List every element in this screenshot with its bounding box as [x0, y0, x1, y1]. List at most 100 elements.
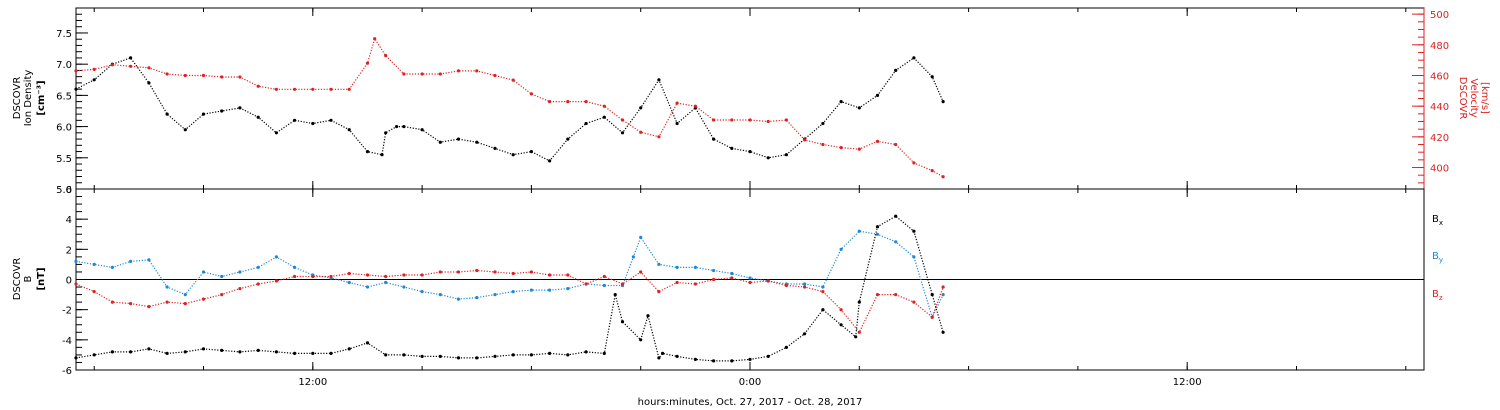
bx-point: [201, 347, 206, 351]
bx-point: [311, 351, 315, 355]
density-point: [548, 159, 552, 163]
legend: Bx By Bz: [1432, 214, 1443, 302]
density-point: [165, 112, 169, 116]
density-point: [380, 153, 384, 157]
bx-point: [274, 350, 278, 354]
density-point: [183, 128, 187, 132]
legend-bz-sub: z: [1439, 294, 1443, 302]
bottom-panel: -6 -4 -2 0 2 4 6 DSCOVR B [nT] Bx By Bz: [12, 185, 1443, 377]
bx-point: [584, 350, 588, 354]
bz-point: [74, 282, 78, 286]
velocity-point: [511, 78, 515, 82]
bx-point: [548, 351, 552, 355]
by-series: [74, 229, 945, 319]
by-point: [384, 280, 388, 285]
bx-point: [912, 229, 916, 233]
bx-point: [293, 351, 297, 355]
velocity-point: [620, 118, 625, 122]
bz-point: [784, 283, 789, 288]
density-point: [730, 146, 734, 150]
bx-point: [620, 320, 625, 324]
bz-point: [620, 282, 625, 286]
bz-point: [657, 290, 661, 294]
by-point: [74, 259, 78, 263]
velocity-point: [274, 87, 278, 91]
bz-point: [201, 297, 206, 301]
density-axis-ticks: 5.0 5.5 6.0 6.5 7.0 7.5: [56, 7, 88, 196]
density-point: [875, 93, 880, 97]
bz-point: [365, 273, 370, 277]
bx-point: [220, 348, 224, 352]
bz-point: [347, 271, 351, 276]
density-point: [311, 121, 315, 126]
velocity-point: [712, 118, 716, 122]
bx-point: [147, 347, 151, 351]
velocity-point: [129, 64, 133, 68]
by-point: [147, 258, 151, 262]
legend-bz: Bz: [1432, 289, 1443, 302]
bx-point: [661, 351, 665, 355]
x-tick-label: 12:00: [1173, 377, 1202, 388]
velocity-point: [548, 100, 552, 104]
by-point: [803, 282, 807, 286]
bx-point: [256, 348, 260, 352]
bz-point: [92, 290, 96, 294]
bx-point: [854, 335, 858, 339]
bz-point: [384, 274, 388, 279]
velocity-point: [784, 118, 789, 122]
velocity-point: [373, 37, 377, 41]
bx-point: [129, 350, 133, 354]
bz-point: [493, 270, 497, 274]
bz-point: [110, 300, 114, 304]
velocity-axis-label-line2: Velocity: [1468, 78, 1479, 117]
by-point: [365, 285, 370, 289]
bz-point: [821, 290, 825, 294]
by-point: [730, 271, 734, 276]
density-axis-label-line2: Ion Density: [23, 70, 34, 127]
by-point: [274, 255, 278, 259]
velocity-point: [821, 142, 825, 147]
top-series-group: [74, 37, 945, 179]
bx-point: [748, 357, 752, 361]
by-point: [631, 255, 636, 259]
bz-point: [529, 270, 534, 274]
velocity-axis-ticks: 400 420 440 460 480 500: [1412, 8, 1449, 189]
by-point: [347, 280, 351, 285]
b-tick-label: 2: [66, 245, 72, 256]
density-tick-label: 7.0: [56, 60, 72, 71]
velocity-point: [639, 130, 643, 134]
bz-point: [147, 305, 151, 309]
velocity-point: [894, 142, 898, 147]
density-point: [639, 106, 643, 110]
density-point: [839, 100, 843, 104]
velocity-point: [347, 87, 351, 91]
density-point: [529, 150, 534, 154]
velocity-point: [238, 75, 242, 79]
density-point: [766, 156, 770, 160]
velocity-point: [365, 61, 370, 65]
by-point: [293, 265, 297, 269]
density-point: [384, 131, 388, 135]
bx-point: [566, 353, 570, 357]
bz-point: [803, 285, 807, 289]
density-point: [92, 78, 96, 82]
legend-by-sub: y: [1439, 256, 1443, 264]
velocity-point: [675, 101, 679, 105]
density-point: [821, 121, 825, 126]
bx-point: [857, 300, 861, 304]
bx-point: [438, 354, 442, 358]
b-tick-label: -4: [62, 336, 72, 347]
density-tick-label: 5.0: [56, 185, 72, 196]
velocity-point: [930, 169, 934, 173]
bz-point: [566, 273, 570, 277]
bz-point: [675, 280, 679, 285]
bx-point: [730, 359, 734, 363]
bx-point: [402, 353, 406, 357]
density-point: [493, 146, 497, 150]
bz-point: [548, 273, 552, 277]
bz-point: [602, 274, 606, 279]
b-tick-label: 0: [66, 276, 72, 287]
bz-point: [730, 276, 734, 280]
by-point: [511, 290, 515, 294]
density-point: [293, 118, 297, 122]
